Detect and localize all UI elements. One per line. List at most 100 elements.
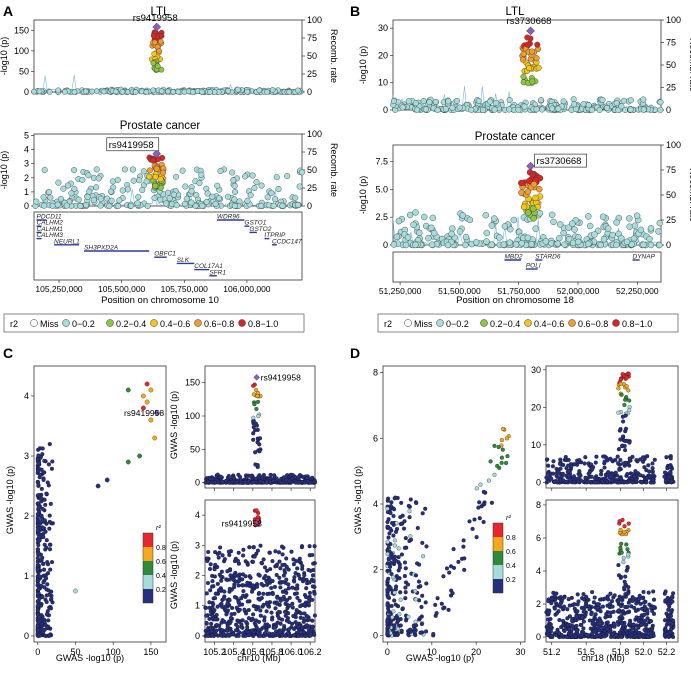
c-scat-point <box>125 387 131 393</box>
b-pc-point <box>600 235 608 243</box>
c-scat-point <box>36 591 41 596</box>
a-pc-point <box>179 167 186 174</box>
c-pc-point <box>243 633 248 638</box>
d-ltl-point <box>623 448 628 453</box>
c-pc-point <box>249 589 255 594</box>
b-pc-point <box>520 203 528 211</box>
c-ltl-point <box>232 475 237 481</box>
d-ltl-point <box>555 480 560 485</box>
b-pc-point <box>449 225 456 232</box>
c-pc-point <box>295 583 300 588</box>
d-ltl-point <box>560 471 565 476</box>
c-pc-ytick-label: 1 <box>195 601 200 611</box>
d-pc-point <box>584 594 589 599</box>
b-ltl-point <box>618 103 625 110</box>
b-pc-point <box>613 219 620 226</box>
b-ltl-point <box>640 106 647 113</box>
c-pc-point <box>229 612 234 617</box>
a-pc-point <box>249 172 256 179</box>
d-scat-point <box>402 560 408 565</box>
b-xtick-label: 52,250,000 <box>616 286 659 296</box>
b-pc-point <box>655 228 662 235</box>
c-pc-point <box>222 589 227 594</box>
c-scat-point <box>36 543 41 548</box>
b-pc-point <box>448 230 455 238</box>
d-scat-point <box>435 596 440 601</box>
d-scat-point <box>399 552 404 557</box>
a-ltl-point <box>269 87 276 93</box>
b-ltl-point <box>585 102 592 109</box>
c-pc-point <box>247 632 252 638</box>
c-ltl-point <box>249 473 254 479</box>
a-pc-point <box>196 180 203 187</box>
c-scat-point <box>104 477 110 483</box>
c-pc-point <box>218 545 223 550</box>
ylabel-d-scatter: GWAS -log10 (p) <box>353 466 363 534</box>
c-pc-point <box>291 557 296 562</box>
b-ltl-y2label: Recomb. rate <box>688 38 691 92</box>
d-pc-point <box>617 519 622 524</box>
d-colorbar-label: 0.8 <box>506 535 516 542</box>
c-pc-point <box>269 585 274 591</box>
c-pc-lead-label: rs9419958 <box>222 519 262 529</box>
d-scat-point <box>386 609 391 614</box>
a-gene-label: ITPRIP <box>264 232 286 239</box>
c-scat-point <box>44 538 49 543</box>
c-pc-point <box>283 601 288 606</box>
d-scat-point <box>501 426 506 432</box>
c-pc-point <box>272 584 277 589</box>
c-scat-point <box>35 608 40 613</box>
d-scat-point <box>420 511 425 516</box>
d-pc-point <box>606 597 611 602</box>
c-ltl-point <box>251 415 256 420</box>
c-scat-point <box>48 542 53 547</box>
b-ltl-point <box>520 56 527 63</box>
b-r2-label: 0.6−0.8 <box>578 319 608 329</box>
b-pc-point <box>646 235 653 243</box>
c-pc-point <box>246 607 251 613</box>
a-pc-point <box>71 185 78 192</box>
b-pc-point <box>395 217 403 225</box>
c-pc-point <box>248 575 253 580</box>
d-colorbar-title: r² <box>506 515 511 522</box>
a-pc-point <box>193 191 200 198</box>
d-pc-point <box>619 614 624 619</box>
d-pc-point <box>561 618 566 624</box>
b-pc-point <box>591 231 598 238</box>
c-scat-point <box>137 453 142 459</box>
b-pc-point <box>496 234 503 241</box>
c-pc-point <box>219 578 224 583</box>
d-scat-point <box>418 615 423 620</box>
c-colorbar-cell <box>143 547 153 561</box>
d-ltl-point <box>561 478 566 483</box>
d-pc-point <box>552 606 557 611</box>
d-scat-point <box>419 621 424 627</box>
d-pc-point <box>592 615 597 620</box>
c-pc-point <box>265 622 270 627</box>
b-ltl-point <box>422 106 429 113</box>
a-ltl-point <box>119 88 126 95</box>
c-pc-point <box>205 633 210 638</box>
b-ltl-point <box>506 106 513 113</box>
c-ltl-point <box>283 477 288 483</box>
b-ltl-point <box>493 99 500 106</box>
b-pc-point <box>550 218 557 226</box>
c-pc-point <box>301 576 306 581</box>
b-gene-label: STARD6 <box>535 254 561 261</box>
c-ltl-point <box>252 402 257 407</box>
c-ltl-point <box>251 480 256 485</box>
a-pc-point <box>268 189 275 196</box>
a-gene-label: COL17A1 <box>194 263 223 270</box>
b-pc-point <box>459 212 466 219</box>
c-pc-point <box>204 613 209 618</box>
d-pc-point <box>622 524 627 529</box>
b-pc-point <box>473 239 480 246</box>
c-pc-ytick-label: 2 <box>195 571 200 581</box>
c-scat-point <box>37 538 42 543</box>
d-pc-point <box>567 614 572 619</box>
c-scat-point <box>95 483 101 489</box>
c-pc-point <box>220 553 225 558</box>
a-pc-point <box>214 182 221 189</box>
d-pc-point <box>633 633 638 639</box>
a-ltl-point <box>151 39 158 46</box>
